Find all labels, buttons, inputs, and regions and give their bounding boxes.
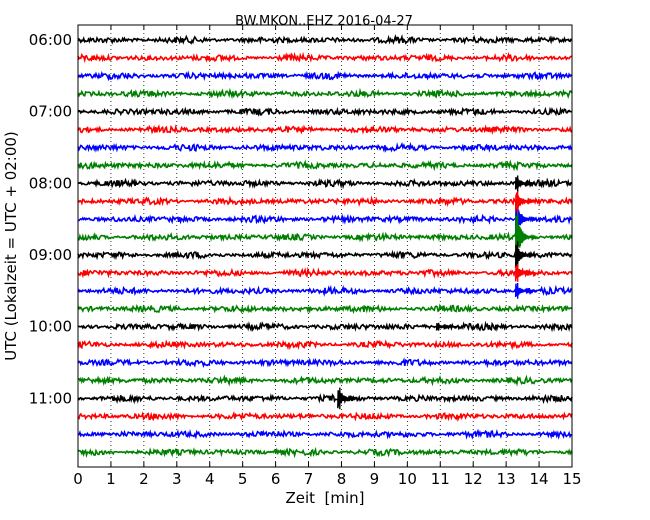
trace-0915 [77, 266, 573, 279]
trace-1015 [77, 339, 573, 351]
trace-1000 [77, 320, 573, 333]
event-burst [514, 202, 537, 234]
x-tick-label: 3 [172, 470, 182, 488]
trace-0800 [77, 177, 573, 190]
trace-0815 [77, 195, 573, 208]
x-tick-label: 2 [139, 470, 149, 488]
chart-title: BW.MKON..EHZ 2016-04-27 [235, 14, 413, 29]
trace-0715 [77, 124, 573, 136]
x-tick-label: 6 [271, 470, 281, 488]
trace-0930 [77, 284, 573, 297]
y-axis-label: UTC (Lokalzeit = UTC + 02:00) [2, 131, 20, 361]
trace-0630 [77, 70, 573, 82]
plot-frame [77, 24, 573, 468]
event-burst [514, 265, 536, 282]
event-burst [514, 177, 537, 190]
trace-0730 [77, 141, 573, 153]
y-tick-label: 06:00 [29, 31, 72, 49]
y-tick-label: 11:00 [29, 389, 72, 407]
x-axis-ticks: 0 1 2 3 4 5 6 7 8 9 10 11 12 13 14 15 [73, 25, 582, 488]
event-burst [514, 244, 537, 268]
trace-0845 [77, 231, 573, 243]
event-burst [337, 390, 359, 409]
event-burst [435, 323, 457, 331]
x-tick-label: 10 [398, 470, 417, 488]
trace-1045 [77, 374, 573, 387]
event-burst [514, 192, 537, 211]
x-tick-label: 0 [73, 470, 83, 488]
y-axis-ticks: 06:00 07:00 08:00 09:00 10:00 11:00 [29, 31, 572, 407]
x-tick-label: 15 [562, 470, 581, 488]
trace-0600 [77, 33, 573, 45]
x-axis-label: Zeit [min] [285, 489, 364, 507]
y-tick-label: 10:00 [29, 318, 72, 336]
x-tick-label: 11 [431, 470, 450, 488]
x-tick-label: 7 [304, 470, 314, 488]
grid-lines [110, 25, 540, 467]
x-tick-label: 9 [370, 470, 380, 488]
trace-0945 [77, 303, 573, 315]
x-tick-label: 8 [337, 470, 347, 488]
y-tick-label: 07:00 [29, 103, 72, 121]
trace-0900 [77, 249, 573, 261]
trace-1145 [77, 446, 573, 459]
x-tick-label: 12 [464, 470, 483, 488]
event-burst [514, 283, 537, 298]
trace-0830 [78, 213, 573, 226]
trace-1115 [77, 410, 573, 423]
trace-group [77, 33, 573, 459]
trace-0745 [77, 159, 573, 172]
trace-1130 [77, 428, 573, 440]
trace-0700 [77, 106, 573, 117]
x-tick-label: 5 [238, 470, 248, 488]
event-burst [514, 215, 537, 260]
x-tick-label: 13 [497, 470, 516, 488]
x-tick-label: 4 [205, 470, 215, 488]
trace-0615 [77, 51, 573, 64]
trace-1030 [77, 357, 573, 369]
x-tick-label: 1 [106, 470, 116, 488]
trace-1100 [77, 392, 573, 405]
y-tick-label: 09:00 [29, 246, 72, 264]
y-tick-label: 08:00 [29, 174, 72, 192]
event-group [337, 175, 537, 410]
trace-0645 [77, 87, 573, 100]
x-tick-label: 14 [530, 470, 549, 488]
